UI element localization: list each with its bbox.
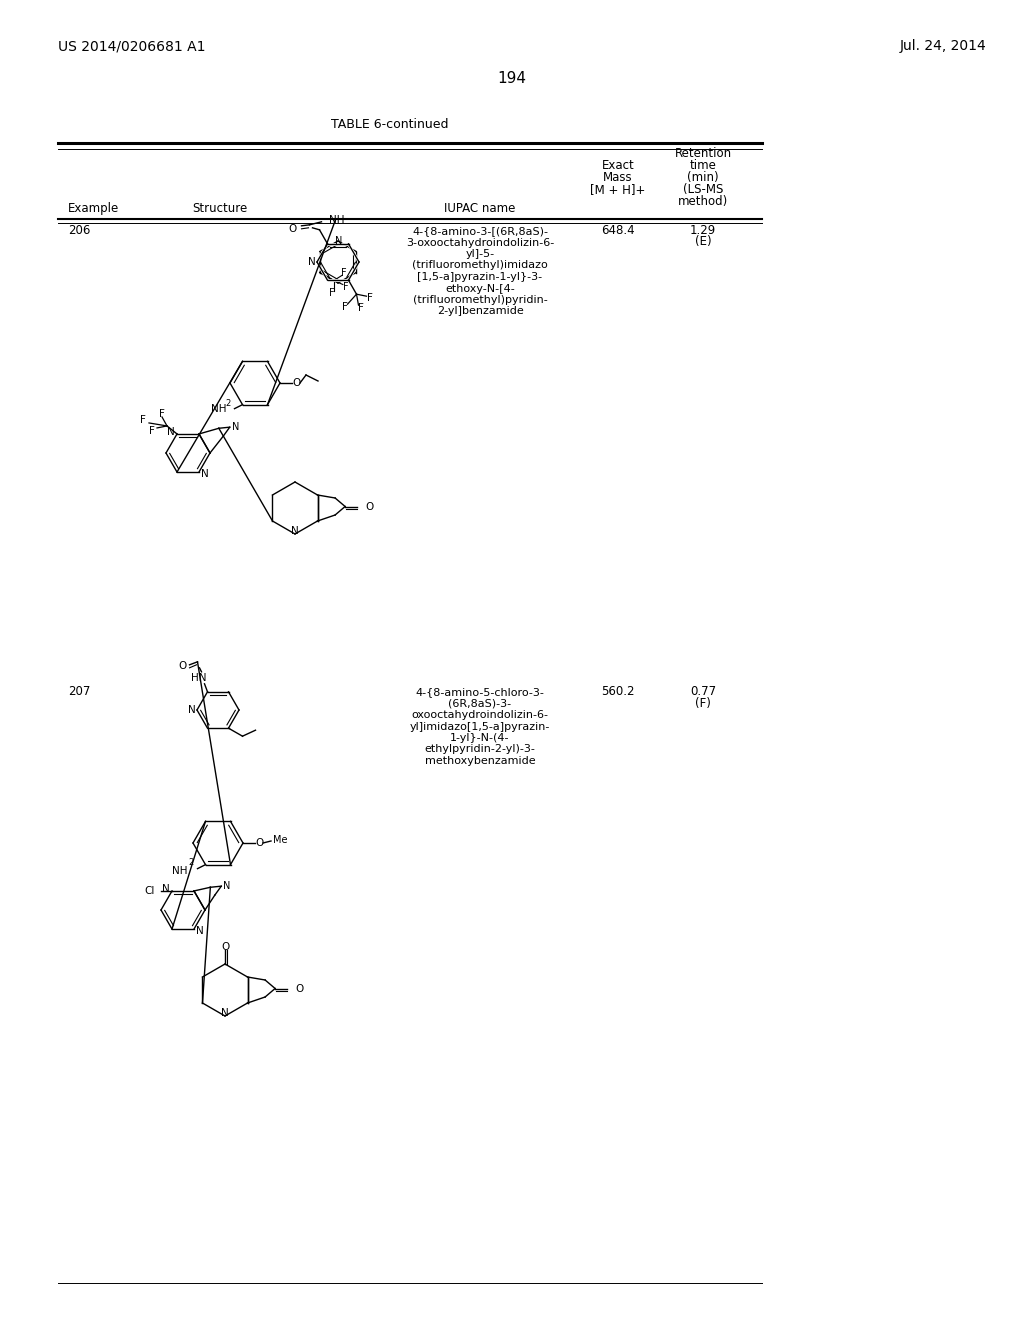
- Text: 194: 194: [498, 71, 526, 86]
- Text: [1,5-a]pyrazin-1-yl}-3-: [1,5-a]pyrazin-1-yl}-3-: [418, 272, 543, 282]
- Text: yl]-5-: yl]-5-: [466, 249, 495, 259]
- Text: Example: Example: [68, 202, 119, 215]
- Text: N: N: [188, 705, 196, 715]
- Text: Cl: Cl: [144, 886, 155, 896]
- Text: O: O: [255, 838, 263, 847]
- Text: 1.29: 1.29: [690, 224, 716, 238]
- Text: ethoxy-N-[4-: ethoxy-N-[4-: [445, 284, 515, 293]
- Text: Exact: Exact: [602, 158, 635, 172]
- Text: N: N: [223, 882, 230, 891]
- Text: N: N: [231, 422, 240, 432]
- Text: 206: 206: [68, 224, 90, 238]
- Text: N: N: [335, 236, 343, 246]
- Text: 4-{8-amino-3-[(6R,8aS)-: 4-{8-amino-3-[(6R,8aS)-: [412, 226, 548, 236]
- Text: time: time: [689, 158, 717, 172]
- Text: (E): (E): [694, 235, 712, 248]
- Text: oxooctahydroindolizin-6-: oxooctahydroindolizin-6-: [412, 710, 549, 719]
- Text: NH: NH: [211, 404, 226, 413]
- Text: 648.4: 648.4: [601, 224, 635, 238]
- Text: F: F: [343, 282, 348, 293]
- Text: F: F: [150, 426, 155, 436]
- Text: HN: HN: [190, 673, 206, 682]
- Text: 2: 2: [226, 399, 231, 408]
- Text: (trifluoromethyl)pyridin-: (trifluoromethyl)pyridin-: [413, 294, 548, 305]
- Text: ethylpyridin-2-yl)-3-: ethylpyridin-2-yl)-3-: [425, 744, 536, 755]
- Text: F: F: [329, 289, 335, 298]
- Text: Mass: Mass: [603, 172, 633, 183]
- Text: O: O: [221, 942, 229, 952]
- Text: F: F: [342, 302, 347, 313]
- Text: method): method): [678, 195, 728, 209]
- Text: F: F: [357, 304, 364, 313]
- Text: (LS-MS: (LS-MS: [683, 183, 723, 195]
- Text: 560.2: 560.2: [601, 685, 635, 698]
- Text: (trifluoromethyl)imidazo: (trifluoromethyl)imidazo: [412, 260, 548, 271]
- Text: N: N: [196, 927, 204, 936]
- Text: N: N: [167, 426, 175, 437]
- Text: O: O: [366, 502, 374, 511]
- Text: (6R,8aS)-3-: (6R,8aS)-3-: [449, 698, 512, 709]
- Text: (min): (min): [687, 172, 719, 183]
- Text: O: O: [289, 224, 297, 234]
- Text: 1-yl}-N-(4-: 1-yl}-N-(4-: [451, 733, 510, 743]
- Text: methoxybenzamide: methoxybenzamide: [425, 756, 536, 766]
- Text: 207: 207: [68, 685, 90, 698]
- Text: N: N: [201, 469, 209, 479]
- Text: Structure: Structure: [193, 202, 248, 215]
- Text: O: O: [295, 983, 303, 994]
- Text: N: N: [162, 884, 170, 894]
- Text: F: F: [159, 409, 165, 418]
- Text: F: F: [140, 414, 146, 425]
- Text: O: O: [292, 378, 300, 388]
- Text: N: N: [308, 257, 316, 267]
- Text: US 2014/0206681 A1: US 2014/0206681 A1: [58, 40, 206, 53]
- Text: 4-{8-amino-5-chloro-3-: 4-{8-amino-5-chloro-3-: [416, 686, 545, 697]
- Text: O: O: [178, 661, 186, 671]
- Text: (F): (F): [695, 697, 711, 710]
- Text: Retention: Retention: [675, 147, 731, 160]
- Text: TABLE 6-continued: TABLE 6-continued: [331, 117, 449, 131]
- Text: NH: NH: [172, 866, 187, 875]
- Text: N: N: [291, 525, 299, 536]
- Text: 2-yl]benzamide: 2-yl]benzamide: [436, 306, 523, 317]
- Text: F: F: [367, 293, 373, 304]
- Text: Jul. 24, 2014: Jul. 24, 2014: [900, 40, 987, 53]
- Text: N: N: [221, 1008, 229, 1018]
- Text: [M + H]+: [M + H]+: [590, 183, 646, 195]
- Text: NH: NH: [330, 215, 345, 224]
- Text: yl]imidazo[1,5-a]pyrazin-: yl]imidazo[1,5-a]pyrazin-: [410, 722, 550, 731]
- Text: Me: Me: [273, 836, 288, 845]
- Text: 3-oxooctahydroindolizin-6-: 3-oxooctahydroindolizin-6-: [406, 238, 554, 248]
- Text: 0.77: 0.77: [690, 685, 716, 698]
- Text: IUPAC name: IUPAC name: [444, 202, 516, 215]
- Text: 2: 2: [188, 858, 195, 867]
- Text: F: F: [341, 268, 347, 279]
